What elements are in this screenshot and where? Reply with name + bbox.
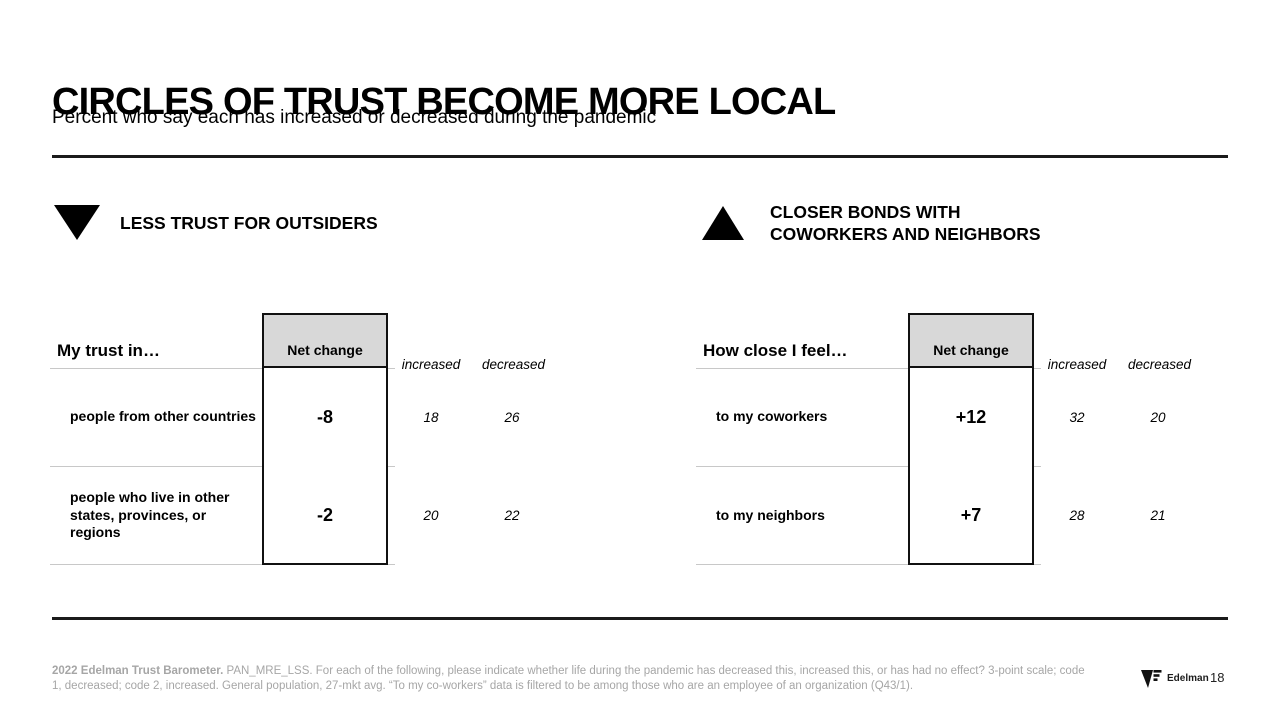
- table-trust: Net change My trust in… increased decrea…: [50, 313, 550, 565]
- decreased-value: 26: [504, 409, 520, 425]
- increased-value: 32: [1069, 409, 1085, 425]
- table-row-label: people from other countries: [70, 408, 256, 425]
- row-separator: [50, 564, 395, 565]
- edelman-logo-icon: [1141, 670, 1162, 688]
- row-separator: [696, 564, 1041, 565]
- section-heading-right: CLOSER BONDS WITH COWORKERS AND NEIGHBOR…: [770, 202, 1041, 244]
- edelman-logo-text: Edelman: [1167, 672, 1209, 684]
- increased-value: 18: [423, 409, 439, 425]
- edelman-logo: Edelman: [1138, 665, 1209, 691]
- page-number: 18: [1210, 670, 1225, 685]
- row-separator: [696, 466, 1041, 467]
- decreased-value: 20: [1150, 409, 1166, 425]
- column-header-increased: increased: [1047, 357, 1107, 372]
- table-row-header: My trust in…: [57, 341, 160, 360]
- row-separator: [50, 368, 395, 369]
- triangle-up-icon: [702, 206, 744, 240]
- net-change-value: +7: [960, 505, 982, 525]
- increased-value: 28: [1069, 508, 1085, 523]
- net-change-value: +12: [955, 406, 987, 427]
- net-change-header: Net change: [262, 313, 388, 368]
- increased-value: 20: [423, 508, 439, 523]
- column-header-decreased: decreased: [482, 357, 546, 372]
- table-closeness: Net change How close I feel… increased d…: [696, 313, 1196, 565]
- page-subtitle: Percent who say each has increased or de…: [52, 107, 657, 128]
- decreased-value: 21: [1150, 508, 1166, 523]
- row-separator: [50, 466, 395, 467]
- column-header-increased: increased: [401, 357, 461, 372]
- table-row-header: How close I feel…: [703, 341, 848, 360]
- footnote-text: PAN_MRE_LSS. For each of the following, …: [52, 665, 1085, 692]
- row-separator: [696, 368, 1041, 369]
- bottom-divider: [52, 617, 1228, 620]
- page-title: CIRCLES OF TRUST BECOME MORE LOCAL: [52, 81, 836, 124]
- footnote: 2022 Edelman Trust Barometer. PAN_MRE_LS…: [52, 664, 1097, 693]
- section-heading-left: LESS TRUST FOR OUTSIDERS: [120, 213, 378, 233]
- column-header-decreased: decreased: [1128, 357, 1192, 372]
- table-row-label: to my coworkers: [716, 408, 828, 425]
- top-divider: [52, 155, 1228, 158]
- net-change-header: Net change: [908, 313, 1034, 368]
- footnote-source-label: 2022 Edelman Trust Barometer.: [52, 665, 224, 677]
- table-row-label: to my neighbors: [716, 506, 825, 523]
- decreased-value: 22: [504, 508, 520, 523]
- net-change-value: -8: [316, 406, 333, 427]
- triangle-down-icon: [54, 205, 100, 240]
- table-row-label: people who live in other states, provinc…: [70, 488, 230, 541]
- net-change-value: -2: [316, 505, 333, 525]
